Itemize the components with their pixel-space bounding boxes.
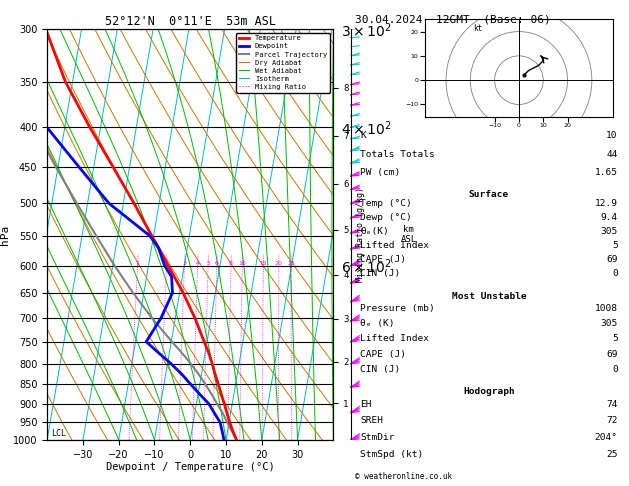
Text: 9.4: 9.4 xyxy=(601,213,618,222)
Text: 6: 6 xyxy=(215,260,219,265)
Text: 4: 4 xyxy=(196,260,199,265)
Text: 204°: 204° xyxy=(594,433,618,442)
Text: 0: 0 xyxy=(612,269,618,278)
Y-axis label: km
ASL: km ASL xyxy=(400,225,416,244)
X-axis label: Dewpoint / Temperature (°C): Dewpoint / Temperature (°C) xyxy=(106,462,275,472)
Text: 74: 74 xyxy=(606,400,618,409)
Text: kt: kt xyxy=(473,24,482,34)
Text: 25: 25 xyxy=(287,260,295,265)
Text: 10: 10 xyxy=(238,260,246,265)
Text: CIN (J): CIN (J) xyxy=(360,269,401,278)
Text: K: K xyxy=(360,131,366,140)
Text: EH: EH xyxy=(360,400,372,409)
Text: 305: 305 xyxy=(601,319,618,328)
Text: 69: 69 xyxy=(606,255,618,264)
Text: CIN (J): CIN (J) xyxy=(360,364,401,374)
Text: 15: 15 xyxy=(260,260,267,265)
Text: θₑ(K): θₑ(K) xyxy=(360,227,389,236)
Text: 0: 0 xyxy=(612,364,618,374)
Text: θₑ (K): θₑ (K) xyxy=(360,319,395,328)
Text: 10: 10 xyxy=(606,131,618,140)
Text: StmDir: StmDir xyxy=(360,433,395,442)
Text: StmSpd (kt): StmSpd (kt) xyxy=(360,450,424,458)
Y-axis label: hPa: hPa xyxy=(0,225,10,244)
Text: 1.65: 1.65 xyxy=(594,169,618,177)
Text: Mixing Ratio (g/kg): Mixing Ratio (g/kg) xyxy=(356,187,365,282)
Text: Pressure (mb): Pressure (mb) xyxy=(360,304,435,313)
Text: 5: 5 xyxy=(206,260,210,265)
Text: SREH: SREH xyxy=(360,417,384,425)
Text: 5: 5 xyxy=(612,241,618,250)
Text: CAPE (J): CAPE (J) xyxy=(360,349,406,359)
Text: 8: 8 xyxy=(229,260,233,265)
Text: 5: 5 xyxy=(612,334,618,344)
Text: Hodograph: Hodograph xyxy=(463,387,515,396)
Text: LCL: LCL xyxy=(51,429,66,438)
Text: 69: 69 xyxy=(606,349,618,359)
Text: 1008: 1008 xyxy=(594,304,618,313)
Text: 30.04.2024  12GMT  (Base: 06): 30.04.2024 12GMT (Base: 06) xyxy=(355,15,551,25)
Text: 12.9: 12.9 xyxy=(594,199,618,208)
Text: CAPE (J): CAPE (J) xyxy=(360,255,406,264)
Text: 25: 25 xyxy=(606,450,618,458)
Text: Most Unstable: Most Unstable xyxy=(452,293,526,301)
Text: 305: 305 xyxy=(601,227,618,236)
Text: Totals Totals: Totals Totals xyxy=(360,150,435,159)
Text: 1: 1 xyxy=(136,260,140,265)
Text: Lifted Index: Lifted Index xyxy=(360,241,430,250)
Text: 44: 44 xyxy=(606,150,618,159)
Text: 20: 20 xyxy=(275,260,283,265)
Text: © weatheronline.co.uk: © weatheronline.co.uk xyxy=(355,472,452,481)
Text: PW (cm): PW (cm) xyxy=(360,169,401,177)
Text: Surface: Surface xyxy=(469,190,509,199)
Legend: Temperature, Dewpoint, Parcel Trajectory, Dry Adiabat, Wet Adiabat, Isotherm, Mi: Temperature, Dewpoint, Parcel Trajectory… xyxy=(236,33,330,93)
Text: 2: 2 xyxy=(165,260,169,265)
Text: 3: 3 xyxy=(182,260,186,265)
Text: Dewp (°C): Dewp (°C) xyxy=(360,213,412,222)
Title: 52°12'N  0°11'E  53m ASL: 52°12'N 0°11'E 53m ASL xyxy=(105,15,276,28)
Text: Temp (°C): Temp (°C) xyxy=(360,199,412,208)
Text: 72: 72 xyxy=(606,417,618,425)
Text: Lifted Index: Lifted Index xyxy=(360,334,430,344)
